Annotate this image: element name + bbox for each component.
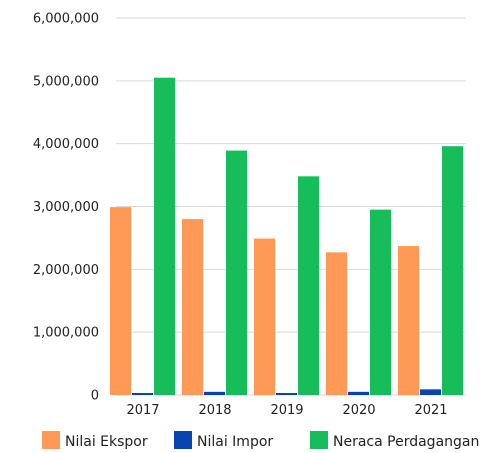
y-tick-label: 0: [91, 389, 99, 404]
y-tick-label: 3,000,000: [33, 200, 99, 215]
y-tick-label: 2,000,000: [33, 263, 99, 278]
y-tick-label: 4,000,000: [33, 137, 99, 152]
legend-label: Neraca Perdagangan: [333, 434, 479, 450]
bar-nilai-impor-2019: [276, 393, 297, 395]
x-tick-label: 2019: [270, 403, 303, 418]
y-tick-label: 1,000,000: [33, 326, 99, 341]
bar-neraca-perdagangan-2019: [298, 176, 319, 395]
bar-nilai-impor-2021: [420, 389, 441, 395]
legend-label: Nilai Ekspor: [65, 434, 148, 450]
bar-neraca-perdagangan-2018: [226, 150, 247, 395]
bar-nilai-impor-2020: [348, 391, 369, 395]
bar-neraca-perdagangan-2017: [154, 77, 175, 396]
legend-item-nilai-impor: Nilai Impor: [174, 431, 273, 450]
y-axis-tick-labels: 0 1,000,000 2,000,000 3,000,000 4,000,000 5,0…: [33, 12, 99, 404]
y-tick-label: 5,000,000: [33, 74, 99, 89]
x-tick-label: 2017: [126, 403, 159, 418]
legend-item-nilai-ekspor: Nilai Ekspor: [42, 431, 148, 450]
bar-nilai-impor-2017: [132, 393, 153, 395]
bars: [110, 77, 463, 396]
bar-neraca-perdagangan-2020: [370, 209, 391, 395]
legend-swatch: [42, 431, 60, 449]
bar-nilai-ekspor-2021: [398, 246, 419, 395]
bar-neraca-perdagangan-2021: [442, 146, 463, 395]
x-axis-tick-labels: 2017 2018 2019 2020 2021: [126, 403, 447, 418]
x-tick-label: 2018: [198, 403, 231, 418]
legend-swatch: [174, 431, 192, 449]
y-tick-label: 6,000,000: [33, 12, 99, 27]
bar-nilai-ekspor-2019: [254, 238, 275, 395]
bar-nilai-ekspor-2020: [326, 252, 347, 395]
legend-item-neraca-perdagangan: Neraca Perdagangan: [310, 431, 479, 450]
legend: Nilai Ekspor Nilai Impor Neraca Perdaganga…: [42, 431, 479, 450]
legend-swatch: [310, 431, 328, 449]
legend-label: Nilai Impor: [197, 434, 273, 450]
bar-nilai-impor-2018: [204, 391, 225, 395]
bar-nilai-ekspor-2017: [110, 207, 131, 395]
x-tick-label: 2021: [414, 403, 447, 418]
bar-nilai-ekspor-2018: [182, 219, 203, 395]
x-tick-label: 2020: [342, 403, 375, 418]
